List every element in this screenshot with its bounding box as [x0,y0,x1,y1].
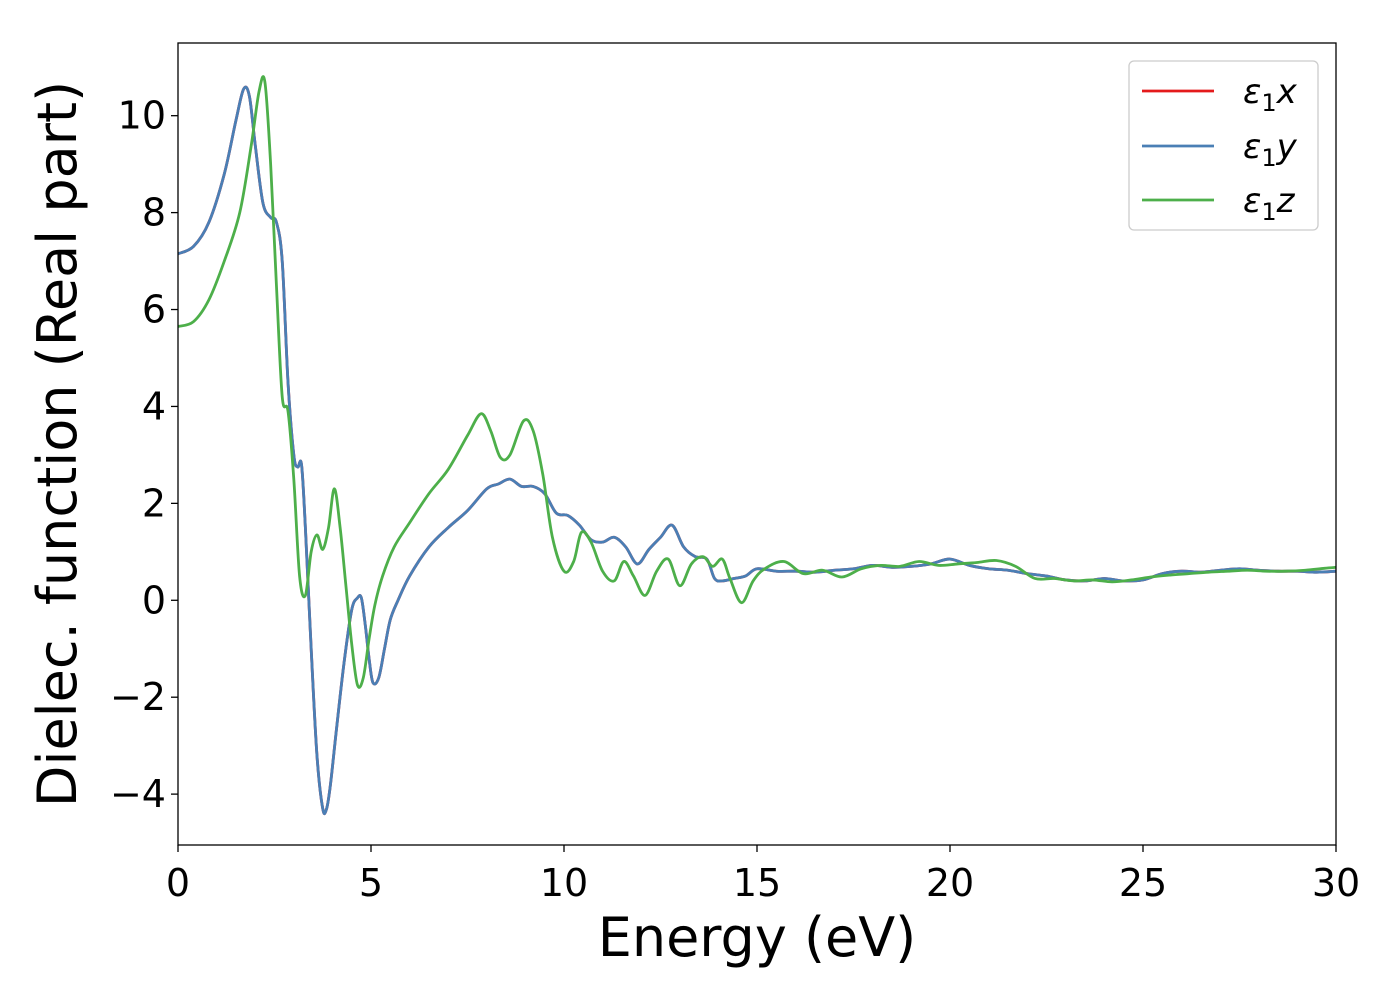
y-axis-label: Dielec. function (Real part) [26,81,89,807]
y-tick-label: 8 [142,191,166,235]
x-tick-label: 30 [1312,861,1360,905]
legend-frame [1128,60,1319,231]
series-layer [178,75,1336,816]
x-tick-label: 10 [540,861,588,905]
series-line-y [178,85,1336,816]
legend: ε1x ε1y ε1z [1128,60,1319,231]
y-tick-label: 6 [142,288,166,332]
x-axis-ticks: 0 5 10 15 20 25 30 [166,845,1360,905]
x-tick-label: 15 [733,861,781,905]
y-tick-label: 2 [142,481,166,525]
series-line-z [178,75,1336,689]
y-tick-label: 4 [142,384,166,428]
legend-label-y: ε1y [1243,127,1298,172]
x-axis-label: Energy (eV) [598,906,917,969]
y-axis-ticks: −4 −2 0 2 4 6 8 10 [110,94,178,816]
y-tick-label: −4 [110,772,166,816]
x-tick-label: 0 [166,861,190,905]
x-tick-label: 20 [926,861,974,905]
x-tick-label: 25 [1119,861,1167,905]
legend-label-x: ε1x [1243,72,1298,117]
legend-label-z: ε1z [1243,181,1296,226]
y-tick-label: 10 [118,94,166,138]
x-tick-label: 5 [359,861,383,905]
y-tick-label: 0 [142,578,166,622]
y-tick-label: −2 [110,675,166,719]
